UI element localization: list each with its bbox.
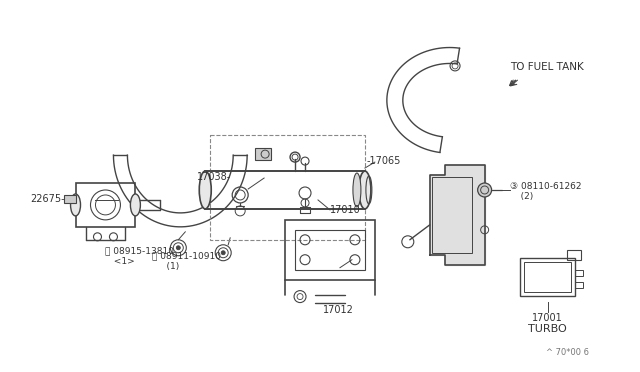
Bar: [520, 258, 575, 296]
Circle shape: [221, 251, 225, 255]
Text: 17010: 17010: [330, 205, 361, 215]
Ellipse shape: [359, 171, 371, 209]
Bar: [205, 171, 365, 209]
Bar: [255, 148, 271, 160]
Bar: [432, 177, 472, 253]
Bar: [524, 262, 572, 292]
Bar: [575, 270, 584, 276]
Bar: [210, 135, 365, 240]
Text: -17065: -17065: [367, 156, 401, 166]
Text: Ⓝ 08911-10910: Ⓝ 08911-10910: [152, 252, 221, 261]
Text: <1>: <1>: [108, 257, 135, 266]
Ellipse shape: [131, 194, 140, 216]
Text: (1): (1): [156, 262, 180, 271]
Circle shape: [477, 183, 492, 197]
Circle shape: [176, 246, 180, 250]
Bar: [575, 282, 584, 288]
Text: Ⓦ 08915-13810: Ⓦ 08915-13810: [106, 247, 175, 256]
Bar: [295, 230, 365, 270]
Text: (2): (2): [511, 192, 533, 202]
Bar: [285, 220, 375, 280]
Text: 22675-: 22675-: [31, 194, 65, 204]
Text: 17038-: 17038-: [197, 172, 232, 182]
Ellipse shape: [199, 171, 211, 209]
Ellipse shape: [70, 194, 81, 216]
Ellipse shape: [353, 173, 361, 207]
Bar: [568, 250, 581, 260]
Text: TO FUEL TANK: TO FUEL TANK: [509, 62, 583, 73]
Text: 17012: 17012: [323, 305, 353, 315]
Polygon shape: [430, 165, 484, 265]
Text: TURBO: TURBO: [528, 324, 567, 334]
Bar: [63, 195, 76, 203]
Text: ^ 70*00 6: ^ 70*00 6: [547, 348, 589, 357]
Text: 17001: 17001: [532, 312, 563, 323]
Text: ③ 08110-61262: ③ 08110-61262: [509, 183, 581, 192]
Bar: [76, 183, 136, 227]
